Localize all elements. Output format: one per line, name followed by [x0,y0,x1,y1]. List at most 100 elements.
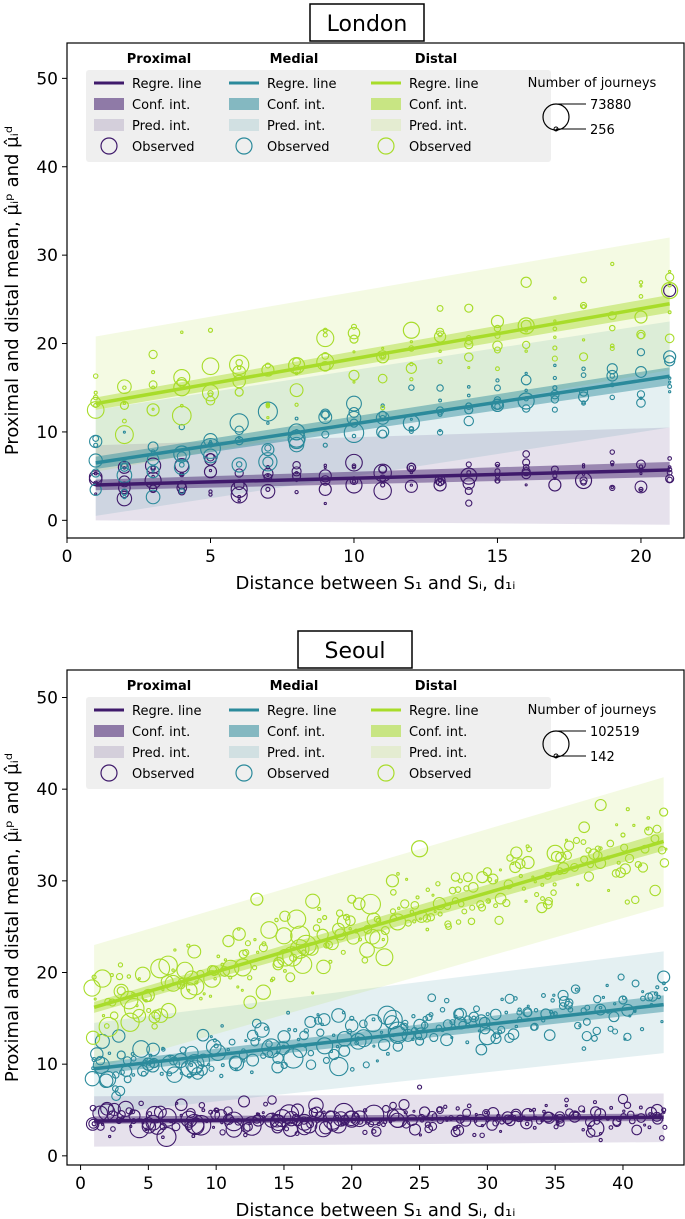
distal-observed-point [482,867,492,877]
medial-observed-point [93,442,99,448]
proximal-observed-point [174,1098,188,1112]
medial-observed-point [517,392,535,410]
medial-observed-point [266,1050,274,1057]
legend-medial-pred-swatch [229,119,259,131]
medial-observed-point [617,973,625,981]
medial-observed-point [220,1063,225,1068]
distal-observed-point [274,917,279,923]
distal-observed-point [487,899,491,903]
proximal-observed-point [203,465,218,479]
x-tick-label: 10 [205,1174,227,1194]
medial-observed-point [473,1005,480,1013]
proximal-observed-point [462,477,476,490]
distal-observed-point [294,402,299,407]
medial-observed-point [206,1063,211,1067]
proximal-observed-point [161,1135,165,1140]
distal-observed-point [522,340,531,350]
distal-observed-point [238,949,248,959]
legend-medial-pred-swatch [229,746,259,758]
axes-frame [66,669,685,1166]
distal-observed-point [646,816,651,820]
distal-observed-point [634,310,648,324]
medial-observed-point [653,991,659,996]
proximal-observed-point [108,1134,112,1139]
proximal-observed-point [658,1135,665,1141]
medial-observed-point [250,1037,260,1047]
medial-observed-point [331,1008,346,1023]
legend-proximal-pred-swatch [94,746,124,758]
distal-observed-point [137,977,141,981]
medial-observed-point [530,1022,539,1031]
distal-observed-point [141,988,155,1003]
proximal-observed-point [185,1107,196,1119]
medial-observed-point [208,1065,215,1072]
medial-observed-point [429,1032,439,1043]
proximal-observed-point [587,1119,605,1137]
proximal-observed-point [156,1126,177,1147]
medial-observed-point [329,1056,349,1077]
medial-observed-point [641,990,645,994]
distal-observed-point [275,927,293,945]
proximal-observed-point [667,456,673,461]
distal-observed-point [477,903,487,912]
y-axis-label: Proximal and distal mean, μ̂ᵢᵖ and μ̂ᵢᵈ [2,753,23,1082]
distal-observed-point [340,949,346,955]
legend-background [86,697,551,789]
proximal-observed-point [460,1115,472,1127]
medial-observed-point [516,1009,523,1016]
distal-observed-point [91,974,97,980]
legend-medial-observed-swatch [235,764,253,782]
medial-observed-point [321,430,330,439]
size-legend: Number of journeys 73880 256 [528,76,657,138]
distal-observed-point [487,873,499,885]
distal-observed-point [261,941,267,947]
legend-proximal-entry: Regre. line [132,77,201,92]
distal-regression-line [93,839,665,1010]
medial-observed-point [513,996,518,1001]
medial-observed-point [122,494,127,500]
y-tick-label: 20 [36,964,58,984]
medial-observed-point [439,1007,446,1013]
proximal-observed-point [129,1108,136,1115]
distal-observed-point [364,928,381,945]
x-tick-label: 10 [343,547,365,567]
distal-observed-point [425,887,431,893]
proximal-observed-point [579,476,588,485]
distal-observed-point [490,314,505,329]
medial-observed-point [475,1043,488,1056]
distal-observed-point [126,974,132,979]
medial-observed-point [90,1047,104,1061]
distal-observed-point [289,383,304,398]
distal-observed-point [312,924,321,932]
distal-observed-point [396,871,400,876]
chart-title: London [327,12,408,37]
x-tick-label: 20 [630,547,652,567]
proximal-observed-point [117,1100,134,1117]
y-tick-label: 50 [36,689,58,709]
distal-observed-point [410,900,420,910]
medial-observed-point [420,1021,429,1029]
legend-medial-entry: Conf. int. [267,98,325,113]
distal-observed-point [610,261,615,267]
medial-observed-point [578,1024,582,1028]
legend-medial-conf-swatch [229,98,259,110]
proximal-regression-line [95,468,670,487]
proximal-observed-point [592,1100,598,1105]
medial-observed-point [570,984,581,994]
medial-observed-point [335,1044,340,1049]
proximal-observed-point [522,463,530,471]
distal-observed-point [649,884,661,897]
distal-observed-point [282,968,287,973]
legend: Proximal Regre. line Conf. int. Pred. int. O… [86,679,551,789]
distal-observed-point [615,867,626,878]
medial-observed-point [440,1033,454,1047]
distal-regression-line [95,302,670,406]
proximal-observed-point [465,461,472,468]
medial-observed-point [618,995,628,1005]
medial-observed-point [517,1007,522,1012]
proximal-observed-point [157,1108,177,1127]
legend-group-distal: Distal [415,52,457,67]
medial-observed-point [304,1015,317,1029]
distal-observed-point [272,959,284,971]
